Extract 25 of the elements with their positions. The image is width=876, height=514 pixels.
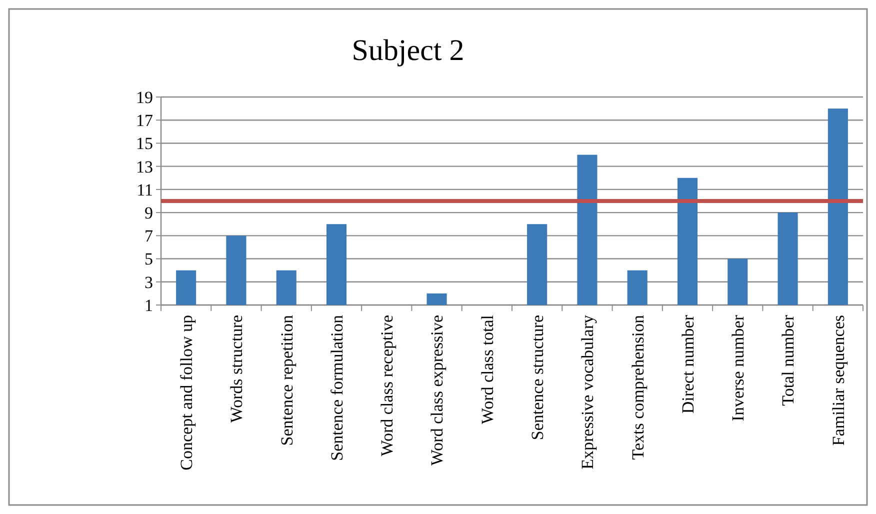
- y-tick-label: 11: [136, 180, 153, 200]
- x-tick-label: Direct number: [678, 314, 698, 414]
- x-tick-label: Sentence structure: [528, 315, 548, 440]
- x-tick-label: Expressive vocabulary: [578, 314, 598, 470]
- x-tick-label: Word class receptive: [378, 315, 397, 456]
- y-tick-label: 7: [144, 226, 154, 246]
- x-tick-label: Concept and follow up: [177, 315, 196, 470]
- y-tick-label: 15: [136, 134, 153, 154]
- y-tick-label: 9: [144, 204, 153, 223]
- x-tick-label: Sentence formulation: [327, 314, 346, 461]
- y-tick-label: 19: [136, 88, 153, 107]
- x-tick-label: Words structure: [227, 315, 246, 423]
- y-tick-label: 13: [136, 157, 153, 176]
- y-tick-label: 3: [144, 272, 153, 292]
- y-tick-label: 17: [136, 111, 154, 130]
- x-tick-label: Familiar sequences: [828, 315, 848, 446]
- x-tick-label: Sentence repetition: [277, 314, 296, 446]
- x-tick-label: Inverse number: [728, 314, 748, 422]
- x-tick-label: Word class total: [478, 314, 497, 424]
- chart-title: Subject 2: [352, 34, 464, 67]
- y-tick-label: 5: [144, 250, 153, 269]
- x-tick-label: Total number: [778, 314, 798, 406]
- x-tick-label: Word class expressive: [428, 315, 447, 466]
- x-tick-label: Texts comprehension: [628, 314, 648, 460]
- y-tick-label: 1: [144, 296, 153, 315]
